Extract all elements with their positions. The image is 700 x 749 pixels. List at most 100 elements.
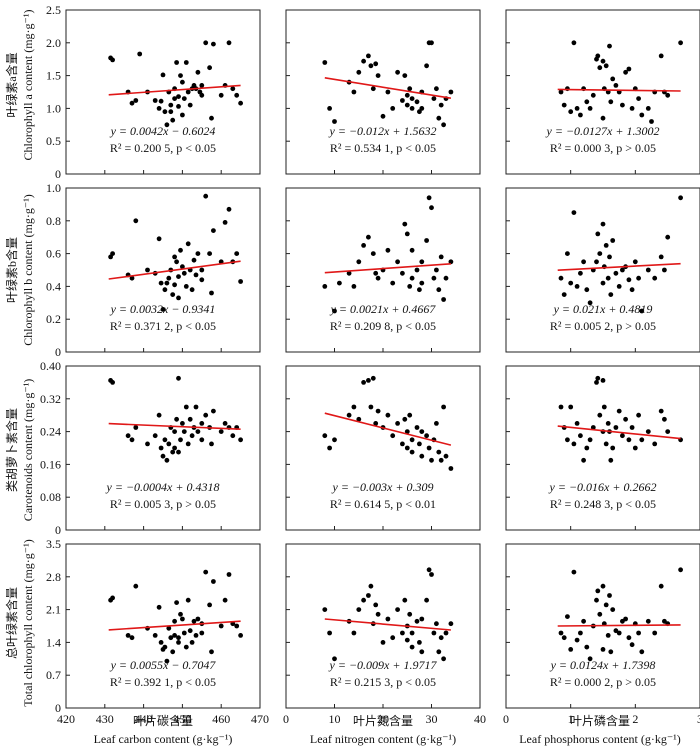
data-point: [226, 40, 232, 46]
data-point: [587, 300, 593, 306]
data-point: [616, 630, 622, 636]
data-point: [172, 633, 178, 638]
fit-line: [108, 84, 241, 96]
data-point: [632, 445, 638, 451]
data-point: [600, 115, 606, 121]
data-point: [218, 623, 224, 629]
data-point: [594, 259, 599, 265]
data-point: [652, 275, 658, 281]
y-tick-label: 0.2: [46, 312, 61, 326]
data-point: [332, 656, 337, 662]
data-point: [636, 630, 641, 636]
data-point: [441, 404, 446, 410]
data-point: [385, 412, 391, 418]
x-title-zh-col3: 叶片磷含量: [570, 713, 630, 728]
data-point: [361, 380, 366, 385]
equation-label: y = −0.012x + 1.5632: [329, 124, 437, 138]
data-point: [129, 100, 135, 106]
data-point: [187, 416, 193, 422]
data-point: [610, 238, 616, 243]
data-point: [558, 404, 564, 410]
data-point: [665, 234, 671, 240]
data-point: [356, 416, 362, 422]
data-point: [441, 122, 446, 128]
panel-r1c1: 0 0.5 1.0 1.5 2.0 2.5 y = 0.0042x − 0.6024 R² =…: [46, 3, 261, 181]
data-point: [426, 195, 432, 201]
data-point: [603, 63, 609, 69]
fit-line: [557, 262, 681, 271]
data-point: [160, 307, 166, 312]
data-point: [158, 280, 164, 286]
data-point: [191, 618, 197, 624]
data-point: [636, 412, 641, 418]
data-point: [385, 247, 391, 253]
data-point: [129, 275, 135, 281]
data-point: [395, 421, 400, 426]
data-point: [195, 251, 201, 256]
data-point: [193, 272, 199, 278]
data-point: [620, 267, 625, 273]
data-point: [639, 112, 645, 118]
data-point: [417, 640, 422, 645]
data-point: [578, 112, 583, 118]
data-point: [652, 630, 658, 636]
data-point: [133, 583, 139, 589]
data-point: [152, 98, 158, 103]
data-point: [595, 375, 601, 381]
data-point: [181, 270, 187, 276]
data-point: [375, 408, 381, 414]
data-point: [187, 102, 193, 108]
r2-label: R² = 0.248 3, p < 0.05: [550, 497, 656, 511]
data-point: [590, 92, 596, 98]
data-point: [645, 106, 651, 111]
data-point: [368, 63, 374, 69]
fit-line: [324, 412, 452, 446]
panel-frame-r4c1: [65, 543, 261, 709]
data-point: [419, 616, 425, 622]
data-point: [380, 113, 386, 119]
x-title-zh-col1: 叶片碳含量: [133, 713, 193, 728]
data-point: [178, 247, 183, 253]
data-point: [558, 630, 564, 636]
data-point: [409, 449, 415, 455]
y-tick-label: 0.24: [40, 425, 61, 439]
data-point: [402, 597, 408, 603]
data-point: [608, 99, 614, 105]
equation-label: y = 0.0032x − 0.9341: [110, 302, 216, 316]
data-point: [162, 644, 168, 650]
x-tick-label: 420: [57, 712, 75, 726]
data-point: [404, 637, 410, 643]
data-point: [125, 633, 131, 638]
data-point: [152, 633, 158, 638]
data-point: [211, 579, 216, 584]
data-point: [203, 412, 209, 418]
equation-label: y = 0.021x + 0.4819: [553, 302, 653, 316]
data-point: [600, 378, 606, 383]
data-point: [199, 437, 205, 443]
data-point: [156, 106, 162, 111]
data-point: [652, 441, 658, 447]
data-point: [185, 597, 191, 603]
data-point: [434, 86, 439, 92]
data-point: [629, 287, 635, 293]
data-point: [203, 569, 209, 575]
data-point: [584, 99, 590, 105]
data-point: [133, 98, 139, 103]
data-point: [211, 408, 216, 414]
data-point: [402, 221, 408, 227]
data-point: [417, 287, 422, 293]
data-point: [610, 445, 616, 451]
data-point: [658, 53, 664, 59]
data-point: [578, 433, 583, 439]
data-point: [110, 57, 115, 63]
y-tick-label: 0.5: [46, 134, 61, 148]
data-point: [209, 649, 214, 655]
panel-r4c2: 0 10 20 30 40 y = −0.009x + 1.9717 R² = 0.215 …: [283, 543, 486, 726]
data-point: [424, 63, 429, 69]
data-point: [438, 254, 444, 260]
data-point: [129, 635, 135, 641]
fit-line: [557, 624, 681, 627]
data-point: [373, 421, 379, 426]
data-point: [390, 280, 396, 286]
data-point: [366, 53, 371, 59]
